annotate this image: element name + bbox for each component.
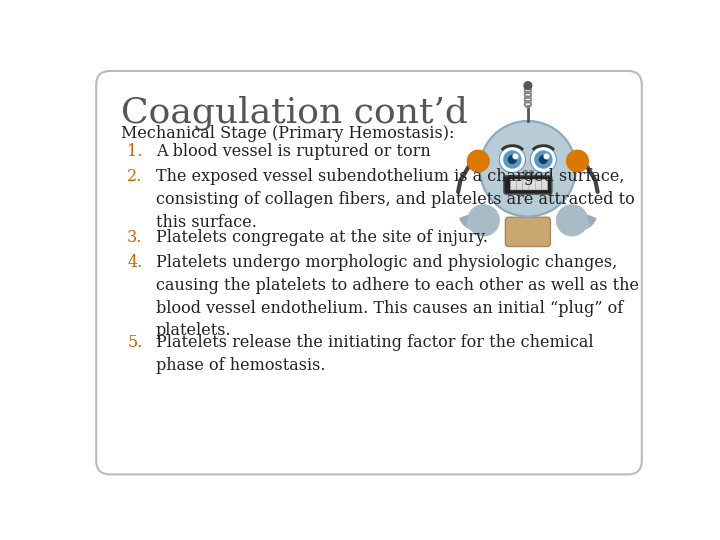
Wedge shape [465,213,492,230]
Text: Coagulation cont’d: Coagulation cont’d [121,96,468,130]
Text: 3.: 3. [127,230,143,246]
FancyBboxPatch shape [541,179,548,190]
Circle shape [480,121,576,217]
FancyBboxPatch shape [529,179,535,190]
Circle shape [513,154,518,159]
Circle shape [508,156,516,164]
Text: 1.: 1. [127,143,143,160]
FancyBboxPatch shape [523,179,529,190]
FancyBboxPatch shape [504,176,552,194]
Circle shape [567,150,588,172]
Circle shape [535,151,552,168]
Circle shape [544,154,549,159]
Wedge shape [569,213,596,230]
Circle shape [504,151,521,168]
FancyBboxPatch shape [535,179,541,190]
FancyBboxPatch shape [505,217,550,247]
Text: Platelets undergo morphologic and physiologic changes,
causing the platelets to : Platelets undergo morphologic and physio… [156,254,639,340]
Text: A blood vessel is ruptured or torn: A blood vessel is ruptured or torn [156,143,431,160]
FancyBboxPatch shape [510,179,517,190]
FancyBboxPatch shape [517,179,523,190]
Text: 5.: 5. [127,334,143,351]
Text: Platelets congregate at the site of injury.: Platelets congregate at the site of inju… [156,230,488,246]
Text: The exposed vessel subendothelium is a charged surface,
consisting of collagen f: The exposed vessel subendothelium is a c… [156,168,634,231]
Wedge shape [564,213,590,230]
Text: Mechanical Stage (Primary Hemostasis):: Mechanical Stage (Primary Hemostasis): [121,125,454,142]
Circle shape [468,205,499,236]
Circle shape [467,150,489,172]
Circle shape [557,205,588,236]
Text: 4.: 4. [127,254,143,271]
Circle shape [499,146,526,173]
Circle shape [530,146,557,173]
Text: Platelets release the initiating factor for the chemical
phase of hemostasis.: Platelets release the initiating factor … [156,334,593,374]
Wedge shape [460,213,487,230]
FancyBboxPatch shape [96,71,642,475]
Text: 2.: 2. [127,168,143,185]
Polygon shape [468,205,484,233]
Circle shape [539,156,547,164]
Circle shape [524,82,532,90]
